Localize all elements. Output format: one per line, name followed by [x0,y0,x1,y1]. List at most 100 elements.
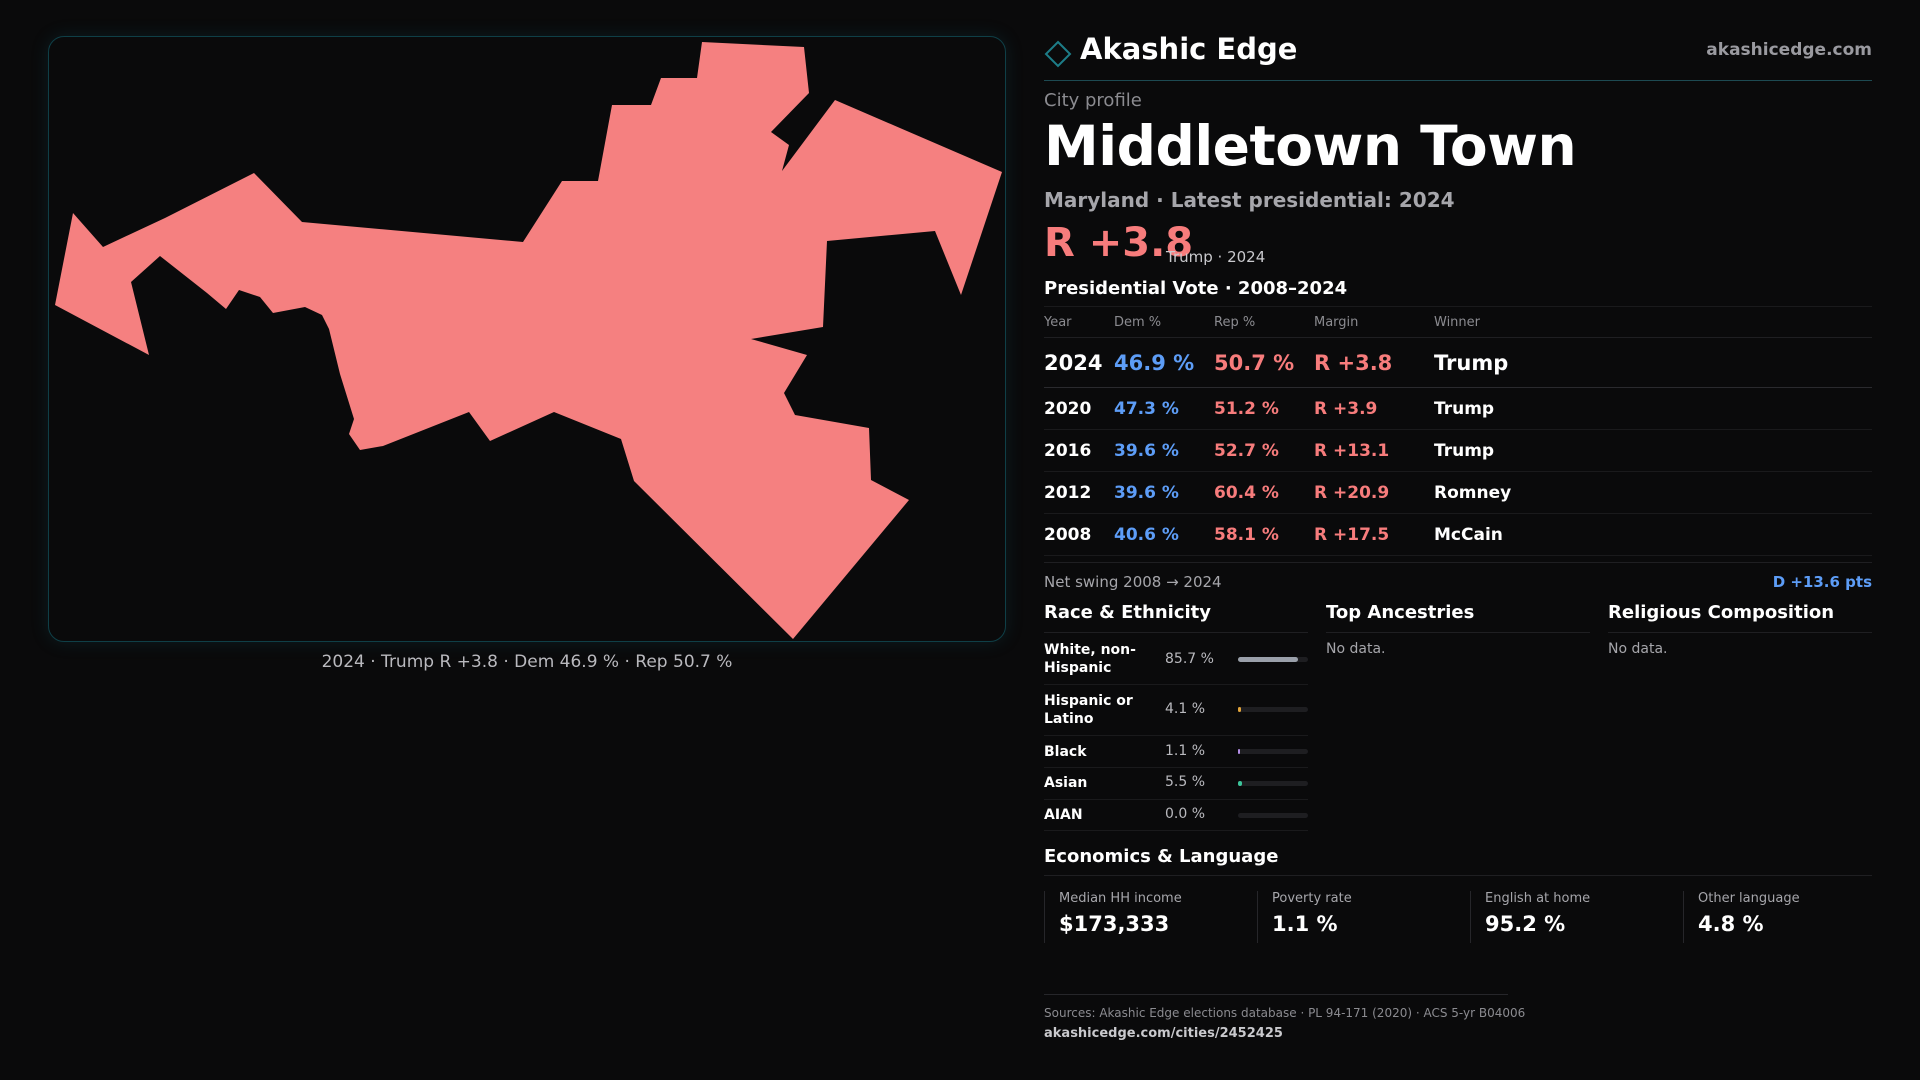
winner-cell: McCain [1434,513,1872,556]
latest-margin: R +3.8 [1044,220,1194,266]
year-cell: 2008 [1044,513,1114,556]
stat-value: 95.2 % [1485,912,1566,936]
margin-cell: R +3.9 [1314,387,1434,430]
race-pct: 5.5 % [1165,774,1206,790]
margin-cell: R +17.5 [1314,513,1434,556]
stat-label: Median HH income [1059,891,1182,906]
margin-cell: R +20.9 [1314,471,1434,514]
dem-cell: 47.3 % [1114,387,1214,430]
margin-cell: R +3.8 [1314,337,1434,388]
footer-page-link[interactable]: akashicedge.com/cities/2452425 [1044,1026,1283,1041]
race-row: Black 1.1 % [1044,736,1308,768]
winner-cell: Romney [1434,471,1872,514]
race-name: White, non-Hispanic [1044,642,1136,676]
race-name: Asian [1044,775,1088,791]
map-panel[interactable] [48,36,1006,642]
year-cell: 2020 [1044,387,1114,430]
rep-cell: 60.4 % [1214,471,1314,514]
table-header-row: Year Dem % Rep % Margin Winner [1044,306,1872,338]
stat-other-language: Other language 4.8 % [1683,891,1888,943]
city-boundary-shape[interactable] [55,42,1002,639]
race-pct: 85.7 % [1165,651,1214,667]
race-bar-fill [1238,749,1241,754]
top-ancestries-title: Top Ancestries [1326,602,1475,623]
race-pct: 1.1 % [1165,743,1206,759]
race-bar-track [1238,657,1308,662]
winner-cell: Trump [1434,337,1872,388]
year-cell: 2012 [1044,471,1114,514]
stat-poverty-rate: Poverty rate 1.1 % [1257,891,1462,943]
religion-empty-message: No data. [1608,641,1668,657]
race-bar-track [1238,749,1308,754]
race-bar-fill [1238,781,1242,786]
city-boundary-map [55,42,1002,639]
col-rep-header: Rep % [1214,306,1314,338]
brand-url-link[interactable]: akashicedge.com [1706,40,1872,60]
presidential-vote-title: Presidential Vote · 2008–2024 [1044,278,1348,299]
economics-divider [1044,875,1872,876]
rep-cell: 52.7 % [1214,429,1314,472]
race-bar-track [1238,707,1308,712]
year-cell: 2016 [1044,429,1114,472]
col-winner-header: Winner [1434,306,1872,338]
table-row: 2020 47.3 % 51.2 % R +3.9 Trump [1044,387,1872,430]
stat-value: 1.1 % [1272,912,1338,936]
stat-value: 4.8 % [1698,912,1764,936]
stat-median-income: Median HH income $173,333 [1044,891,1249,943]
stat-label: English at home [1485,891,1591,906]
religion-title: Religious Composition [1608,602,1835,623]
margin-cell: R +13.1 [1314,429,1434,472]
race-ethnicity-title: Race & Ethnicity [1044,602,1211,623]
presidential-vote-table: Year Dem % Rep % Margin Winner 2024 46.9… [1044,306,1872,556]
col-margin-header: Margin [1314,306,1434,338]
latest-margin-caption: Trump · 2024 [1166,248,1266,266]
race-row: AIAN 0.0 % [1044,800,1308,831]
brand-name: Akashic Edge [1080,32,1298,66]
table-row: 2016 39.6 % 52.7 % R +13.1 Trump [1044,429,1872,472]
footer-divider [1044,994,1508,995]
race-row: Asian 5.5 % [1044,768,1308,800]
race-bar-track [1238,781,1308,786]
race-bar-fill [1238,707,1241,712]
stat-label: Poverty rate [1272,891,1352,906]
year-cell: 2024 [1044,337,1114,388]
diamond-logo-icon [1044,40,1072,68]
dem-cell: 40.6 % [1114,513,1214,556]
race-name: Hispanic or Latino [1044,693,1133,727]
dem-cell: 46.9 % [1114,337,1214,388]
dem-cell: 39.6 % [1114,471,1214,514]
rep-cell: 50.7 % [1214,337,1314,388]
rep-cell: 51.2 % [1214,387,1314,430]
race-ethnicity-section: Race & Ethnicity White, non-Hispanic 85.… [1044,602,1308,831]
race-name: Black [1044,744,1087,760]
stat-value: $173,333 [1059,912,1170,936]
race-bar-track [1238,813,1308,818]
race-row: White, non-Hispanic 85.7 % [1044,633,1308,685]
net-swing-value: D +13.6 pts [1772,573,1872,591]
stat-english-at-home: English at home 95.2 % [1470,891,1675,943]
col-dem-header: Dem % [1114,306,1214,338]
race-bar-fill [1238,657,1298,662]
religion-section: Religious Composition No data. [1608,602,1872,657]
page-title: Middletown Town [1044,114,1577,178]
col-year-header: Year [1044,306,1114,338]
table-row: 2008 40.6 % 58.1 % R +17.5 McCain [1044,513,1872,556]
page-kicker: City profile [1044,90,1142,111]
ancestries-empty-message: No data. [1326,641,1386,657]
race-row: Hispanic or Latino 4.1 % [1044,685,1308,736]
dem-cell: 39.6 % [1114,429,1214,472]
race-name: AIAN [1044,807,1083,823]
race-pct: 0.0 % [1165,806,1206,822]
winner-cell: Trump [1434,387,1872,430]
table-row: 2012 39.6 % 60.4 % R +20.9 Romney [1044,471,1872,514]
top-ancestries-section: Top Ancestries No data. [1326,602,1590,657]
winner-cell: Trump [1434,429,1872,472]
footer-sources: Sources: Akashic Edge elections database… [1044,1006,1526,1020]
map-caption: 2024 · Trump R +3.8 · Dem 46.9 % · Rep 5… [321,652,733,672]
race-pct: 4.1 % [1165,701,1206,717]
net-swing-row: Net swing 2008 → 2024 D +13.6 pts [1044,562,1872,601]
net-swing-label: Net swing 2008 → 2024 [1044,573,1222,591]
table-row: 2024 46.9 % 50.7 % R +3.8 Trump [1044,337,1872,388]
stat-label: Other language [1698,891,1800,906]
rep-cell: 58.1 % [1214,513,1314,556]
